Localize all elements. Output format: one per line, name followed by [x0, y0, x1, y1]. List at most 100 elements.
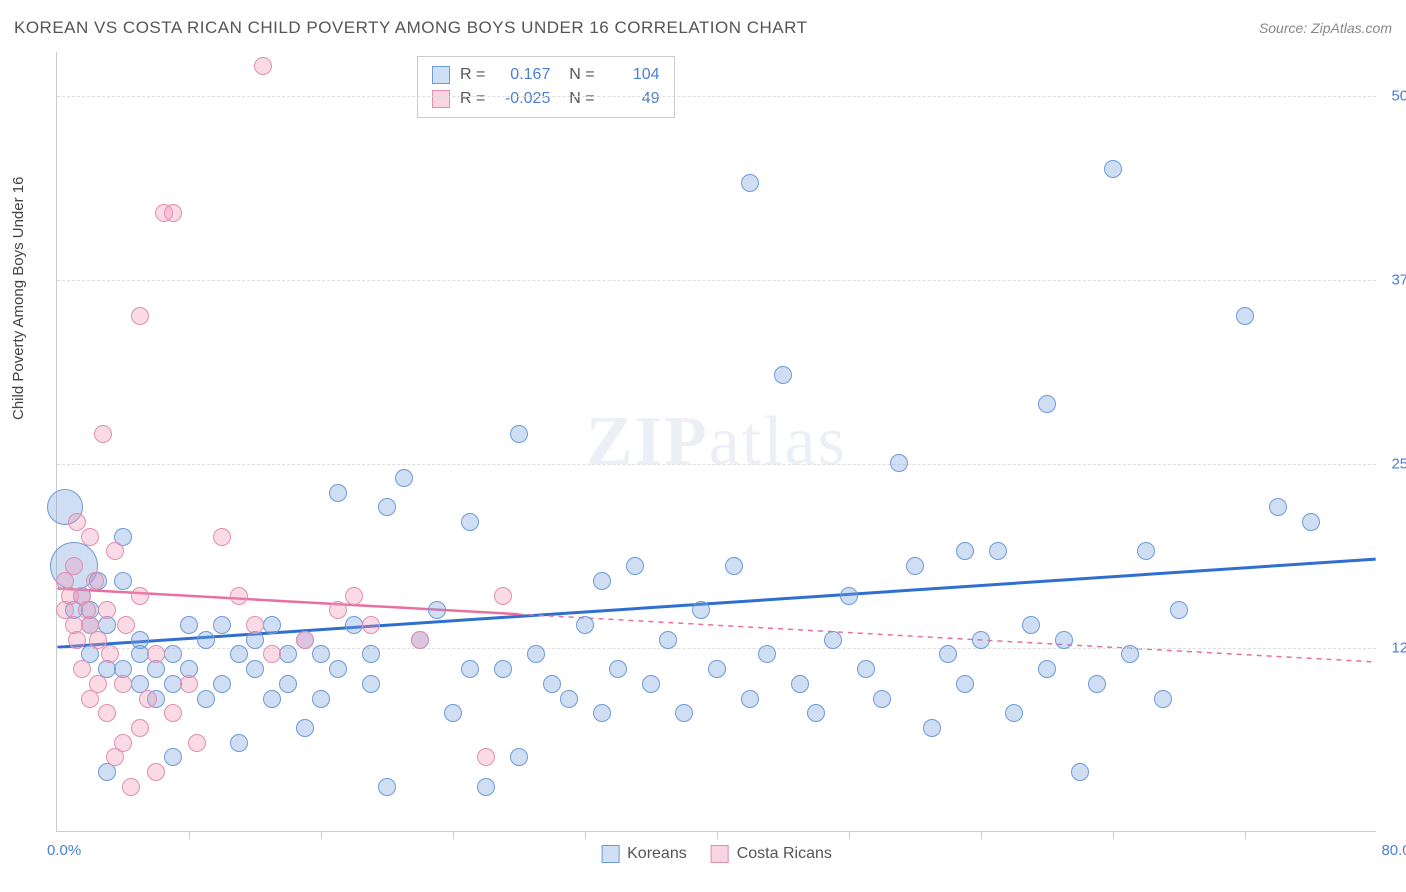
point-korean [1269, 498, 1287, 516]
point-korean [741, 690, 759, 708]
point-korean [692, 601, 710, 619]
chart-title: KOREAN VS COSTA RICAN CHILD POVERTY AMON… [14, 18, 807, 38]
legend-label-costaricans: Costa Ricans [737, 845, 832, 863]
r-label: R = [460, 63, 485, 87]
point-korean [345, 616, 363, 634]
point-costarican [362, 616, 380, 634]
swatch-koreans [432, 66, 450, 84]
point-costarican [230, 587, 248, 605]
point-korean [279, 675, 297, 693]
point-costarican [213, 528, 231, 546]
gridline [57, 280, 1376, 281]
point-costarican [122, 778, 140, 796]
r-value-costaricans: -0.025 [495, 87, 550, 111]
point-korean [923, 719, 941, 737]
legend-swatch-costaricans [711, 845, 729, 863]
point-korean [197, 690, 215, 708]
trend-lines [57, 52, 1376, 831]
legend-item-costaricans: Costa Ricans [711, 845, 832, 863]
point-korean [840, 587, 858, 605]
point-costarican [86, 572, 104, 590]
point-korean [1104, 160, 1122, 178]
point-korean [477, 778, 495, 796]
point-korean [494, 660, 512, 678]
point-korean [164, 675, 182, 693]
x-tick [321, 831, 322, 839]
point-korean [230, 645, 248, 663]
legend-label-koreans: Koreans [627, 845, 687, 863]
gridline [57, 96, 1376, 97]
x-origin-label: 0.0% [47, 842, 81, 859]
point-costarican [106, 542, 124, 560]
point-korean [213, 675, 231, 693]
point-korean [263, 616, 281, 634]
point-korean [824, 631, 842, 649]
point-costarican [68, 631, 86, 649]
x-tick [585, 831, 586, 839]
point-korean [263, 690, 281, 708]
y-tick-label: 25.0% [1391, 456, 1406, 473]
point-korean [972, 631, 990, 649]
point-korean [906, 557, 924, 575]
point-korean [543, 675, 561, 693]
point-korean [312, 690, 330, 708]
point-costarican [164, 704, 182, 722]
point-costarican [147, 763, 165, 781]
stats-row-costaricans: R = -0.025 N = 49 [432, 87, 660, 111]
point-costarican [117, 616, 135, 634]
point-korean [873, 690, 891, 708]
point-costarican [131, 719, 149, 737]
n-value-koreans: 104 [605, 63, 660, 87]
point-korean [989, 542, 1007, 560]
point-korean [329, 660, 347, 678]
point-korean [774, 366, 792, 384]
point-costarican [139, 690, 157, 708]
y-axis-label: Child Poverty Among Boys Under 16 [10, 177, 27, 420]
bottom-legend: Koreans Costa Ricans [601, 845, 832, 863]
x-tick [981, 831, 982, 839]
n-label: N = [560, 87, 594, 111]
point-korean [213, 616, 231, 634]
point-korean [939, 645, 957, 663]
point-korean [956, 542, 974, 560]
point-korean [395, 469, 413, 487]
point-korean [428, 601, 446, 619]
x-tick [453, 831, 454, 839]
x-tick [189, 831, 190, 839]
point-korean [279, 645, 297, 663]
point-korean [675, 704, 693, 722]
point-korean [1121, 645, 1139, 663]
point-costarican [98, 704, 116, 722]
point-korean [626, 557, 644, 575]
point-korean [659, 631, 677, 649]
point-costarican [89, 675, 107, 693]
n-label: N = [560, 63, 594, 87]
point-korean [510, 748, 528, 766]
point-korean [791, 675, 809, 693]
point-korean [230, 734, 248, 752]
point-korean [1022, 616, 1040, 634]
y-tick-label: 50.0% [1391, 88, 1406, 105]
point-costarican [65, 557, 83, 575]
x-tick [1113, 831, 1114, 839]
point-korean [362, 675, 380, 693]
point-korean [164, 645, 182, 663]
point-costarican [254, 57, 272, 75]
point-korean [180, 616, 198, 634]
point-costarican [345, 587, 363, 605]
point-korean [642, 675, 660, 693]
point-korean [296, 719, 314, 737]
point-korean [444, 704, 462, 722]
watermark: ZIPatlas [586, 402, 847, 482]
x-tick [717, 831, 718, 839]
legend-swatch-koreans [601, 845, 619, 863]
scatter-plot-area: ZIPatlas R = 0.167 N = 104 R = -0.025 N … [56, 52, 1376, 832]
point-korean [378, 778, 396, 796]
r-label: R = [460, 87, 485, 111]
point-korean [758, 645, 776, 663]
point-costarican [73, 660, 91, 678]
point-costarican [81, 528, 99, 546]
point-korean [593, 572, 611, 590]
point-korean [576, 616, 594, 634]
point-costarican [101, 645, 119, 663]
